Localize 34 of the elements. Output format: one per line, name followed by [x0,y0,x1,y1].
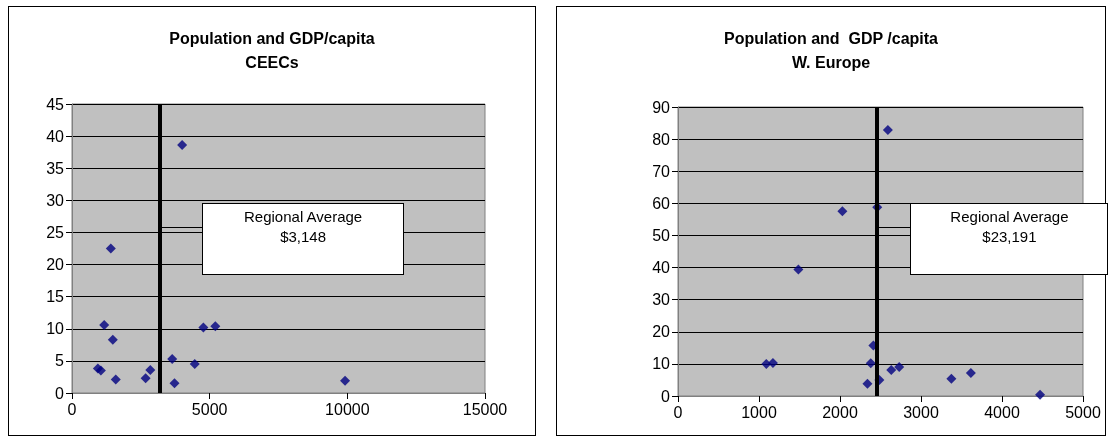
y-tick-label: 15 [46,288,65,306]
y-tick-label: 60 [652,194,671,212]
y-tick-label: 5 [55,352,65,370]
y-tick-label: 40 [652,259,671,277]
y-tick-label: 50 [652,226,671,244]
y-tick-label: 0 [661,387,671,405]
y-tick-label: 20 [652,323,671,341]
y-tick-label: 35 [46,159,65,177]
x-tick-label: 0 [673,403,683,421]
x-tick-label: 3000 [903,403,939,421]
x-tick-label: 15000 [462,400,508,418]
chart-title: Population and GDP/capita CEECs [169,29,375,71]
chart-title: Population and GDP /capita W. Europe [724,29,939,71]
y-tick-label: 25 [46,223,65,241]
x-tick-label: 2000 [822,403,858,421]
callout-box: Regional Average $3,148 [202,203,405,275]
y-tick-label: 20 [46,256,65,274]
x-tick-label: 10000 [325,400,370,418]
x-tick-label: 0 [67,400,77,418]
y-tick-label: 40 [46,127,65,145]
x-tick-label: 1000 [741,403,777,421]
y-tick-label: 10 [652,355,671,373]
y-tick-label: 80 [652,130,671,148]
y-tick-label: 30 [652,291,671,309]
x-tick-label: 4000 [984,403,1020,421]
y-tick-label: 90 [652,98,671,116]
x-tick-label: 5000 [1065,403,1101,421]
x-tick-label: 5000 [191,400,228,418]
y-tick-label: 0 [55,384,65,402]
y-tick-label: 70 [652,162,671,180]
y-tick-label: 10 [46,320,65,338]
y-tick-label: 30 [46,191,65,209]
y-tick-label: 45 [46,95,65,113]
callout-box: Regional Average $23,191 [910,203,1109,275]
